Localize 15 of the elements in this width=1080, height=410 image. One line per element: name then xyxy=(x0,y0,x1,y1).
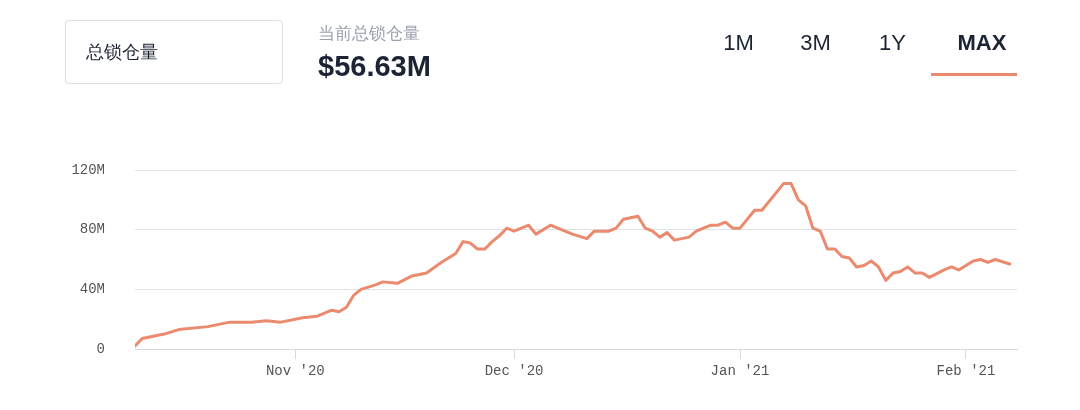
text: $56.63M xyxy=(318,50,431,83)
x-tick-label: Jan '21 xyxy=(710,363,770,380)
text: MAX xyxy=(956,30,1008,56)
x-tick-label: Nov '20 xyxy=(265,363,325,380)
y-tick-label: 80M xyxy=(79,221,105,238)
text: 1Y xyxy=(878,30,907,56)
x-tick-label: Feb '21 xyxy=(936,363,996,380)
y-tick-label: 40M xyxy=(79,281,105,298)
x-tick-label: Dec '20 xyxy=(484,363,544,380)
text: 3M xyxy=(799,30,832,56)
chart-title: 总锁仓量 xyxy=(65,20,283,84)
text: 1M xyxy=(722,30,755,56)
y-tick-label: 120M xyxy=(71,161,105,178)
y-tick-label: 0 xyxy=(96,340,105,357)
chart-subtitle: 当前总锁仓量 xyxy=(318,22,420,45)
